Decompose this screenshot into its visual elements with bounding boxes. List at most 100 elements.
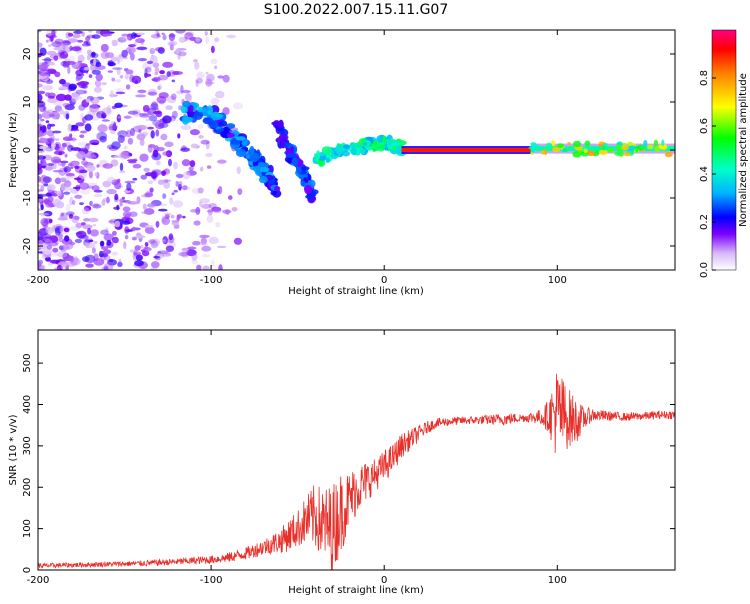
descending-trace-blob [249, 145, 255, 156]
noise-blob [196, 71, 205, 79]
noise-blob [58, 238, 65, 243]
noise-blob [236, 166, 241, 175]
secondary-trace-blob [280, 138, 286, 149]
noise-blob [40, 218, 49, 227]
noise-blob [130, 52, 135, 61]
noise-blob [53, 55, 59, 61]
secondary-trace-blob [291, 157, 298, 167]
noise-blob [150, 130, 155, 139]
late-line-blob [567, 142, 571, 146]
noise-blob [88, 239, 94, 243]
noise-blob [210, 58, 218, 65]
noise-blob [214, 37, 220, 43]
noise-blob [112, 67, 123, 70]
noise-blob [48, 113, 56, 118]
noise-blob [175, 180, 179, 187]
noise-blob [59, 109, 65, 115]
noise-blob [80, 187, 91, 195]
noise-blob [59, 42, 70, 47]
noise-blob [114, 193, 119, 201]
noise-blob [222, 74, 230, 83]
noise-blob [38, 235, 43, 242]
noise-blob [170, 214, 175, 219]
noise-blob [127, 137, 134, 145]
noise-blob [205, 152, 213, 158]
noise-blob [38, 193, 47, 197]
y-tick-label: 500 [22, 354, 33, 373]
noise-blob [175, 173, 184, 179]
descending-trace-blob [235, 149, 247, 157]
noise-blob [42, 224, 48, 229]
noise-blob [226, 34, 237, 39]
converging-trace-blob [363, 141, 368, 147]
noise-blob [85, 143, 91, 146]
secondary-trace-blob [285, 153, 297, 158]
noise-blob [165, 245, 174, 252]
noise-blob [53, 100, 64, 106]
noise-blob [67, 32, 74, 37]
noise-blob [191, 253, 198, 261]
noise-blob [47, 184, 56, 191]
noise-blob [106, 144, 115, 150]
noise-blob [70, 147, 82, 151]
noise-blob [129, 249, 135, 253]
noise-blob [194, 61, 200, 70]
noise-blob [78, 182, 90, 190]
secondary-trace-blob [304, 184, 313, 195]
late-line-blob [587, 150, 596, 157]
noise-blob [42, 176, 52, 183]
noise-blob [52, 130, 62, 134]
noise-blob [64, 58, 70, 62]
late-line-blob [643, 140, 648, 147]
noise-blob [133, 249, 138, 258]
noise-blob [225, 209, 230, 215]
noise-blob [85, 242, 90, 249]
noise-blob [172, 200, 184, 208]
noise-blob [110, 130, 116, 135]
noise-blob [169, 44, 174, 51]
noise-blob [147, 180, 154, 185]
noise-blob [64, 51, 68, 55]
noise-blob [131, 236, 137, 241]
noise-blob [159, 70, 166, 75]
noise-blob [78, 141, 89, 147]
noise-blob [114, 181, 122, 190]
noise-blob [75, 184, 81, 192]
noise-blob [143, 107, 149, 113]
noise-blob [181, 159, 191, 167]
noise-blob [96, 164, 100, 168]
noise-blob [99, 240, 105, 247]
noise-blob [84, 143, 90, 151]
noise-blob [75, 89, 87, 95]
noise-blob [144, 224, 154, 228]
noise-blob [231, 207, 238, 212]
x-tick-label: 100 [548, 275, 567, 286]
noise-blob [154, 72, 159, 76]
late-line-blob [583, 148, 588, 153]
noise-blob [47, 262, 53, 267]
noise-blob [73, 256, 79, 264]
noise-blob [213, 207, 222, 214]
converging-trace-blob [325, 157, 331, 163]
stable-line-core [401, 148, 532, 152]
descending-trace-blob [252, 165, 261, 173]
noise-blob [51, 142, 56, 149]
noise-blob [148, 88, 157, 96]
noise-blob [228, 195, 233, 200]
noise-blob [177, 133, 181, 139]
noise-blob [75, 76, 81, 82]
noise-blob [157, 84, 163, 90]
noise-blob [158, 92, 169, 99]
noise-blob [38, 261, 42, 267]
noise-blob [174, 49, 181, 55]
noise-blob [182, 171, 191, 180]
noise-blob [74, 177, 82, 181]
noise-blob [71, 46, 82, 52]
noise-blob [171, 220, 180, 223]
noise-blob [77, 39, 84, 43]
noise-blob [55, 241, 59, 245]
noise-blob [101, 112, 107, 119]
noise-blob [38, 240, 44, 245]
late-line-blob [639, 145, 647, 150]
noise-blob [65, 172, 76, 180]
